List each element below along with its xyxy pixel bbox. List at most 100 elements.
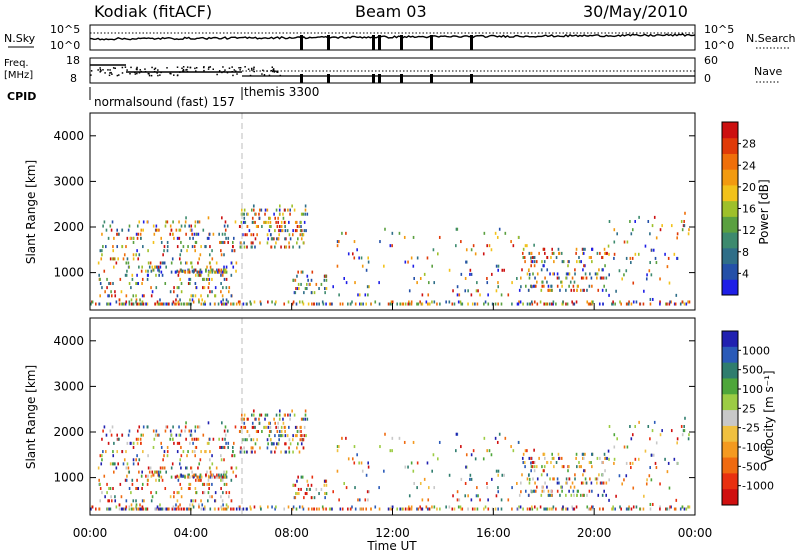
nave-point (182, 66, 185, 68)
power-cell (625, 256, 628, 260)
velocity-cell (332, 490, 335, 494)
velocity-cell (158, 478, 160, 482)
power-cell (162, 302, 165, 306)
velocity-cell (496, 440, 499, 444)
power-cell (328, 302, 331, 306)
power-cell (582, 276, 585, 280)
power-cell (211, 277, 213, 281)
power-cell (98, 273, 100, 277)
power-cell (278, 208, 281, 212)
power-cell (653, 215, 656, 219)
velocity-cell (173, 495, 175, 499)
power-cell (524, 260, 526, 264)
velocity-cell (639, 507, 641, 511)
velocity-cell (173, 441, 175, 445)
velocity-cell (572, 507, 575, 511)
power-cell (578, 256, 580, 260)
power-cell (213, 270, 216, 274)
velocity-cell (582, 481, 585, 485)
power-cell (559, 288, 561, 292)
velocity-cell (520, 490, 522, 494)
power-cell (278, 229, 280, 233)
velocity-cell (253, 505, 256, 509)
power-cell (533, 260, 536, 264)
power-cell (311, 302, 313, 306)
power-cell (146, 302, 149, 306)
power-cell (332, 285, 335, 289)
velocity-cell (353, 445, 356, 449)
power-cell (630, 302, 633, 306)
power-cell (541, 284, 544, 288)
velocity-cell (370, 507, 372, 511)
velocity-cell (273, 442, 275, 446)
velocity-cell (476, 507, 479, 511)
velocity-cell (664, 457, 666, 461)
velocity-cell (546, 507, 548, 511)
velocity-cell (146, 425, 149, 429)
colorbar-frame (721, 330, 739, 506)
power-cell (275, 241, 277, 245)
power-cell (581, 251, 584, 255)
power-cell (553, 260, 555, 264)
power-cell (138, 265, 140, 269)
power-cell (235, 302, 238, 306)
power-cell (261, 225, 263, 229)
power-cell (358, 293, 361, 297)
velocity-cell (122, 507, 124, 511)
power-cell (180, 268, 182, 272)
power-cell (250, 208, 253, 212)
velocity-cell (608, 457, 610, 461)
power-cell (220, 290, 222, 294)
power-cell (274, 229, 276, 233)
velocity-cell (108, 507, 110, 511)
power-cell (495, 289, 498, 293)
x-tick-label: 20:00 (577, 526, 612, 540)
power-cell (131, 273, 134, 277)
velocity-cell (252, 413, 255, 417)
power-cell (588, 256, 591, 260)
power-cell (613, 252, 616, 256)
power-cell (530, 251, 532, 255)
velocity-cell (264, 425, 267, 429)
velocity-cell (185, 437, 187, 441)
power-cell (389, 302, 392, 306)
power-cell (197, 273, 200, 277)
power-cell (322, 302, 325, 306)
nave-point (153, 70, 156, 73)
power-cell (287, 300, 290, 304)
power-cell (153, 232, 156, 236)
velocity-cell (336, 445, 339, 449)
power-cell (549, 272, 551, 276)
power-cell (217, 270, 219, 274)
velocity-cell (419, 481, 422, 485)
power-cell (178, 257, 181, 261)
velocity-cell (569, 485, 572, 489)
power-cell (243, 216, 246, 220)
power-cell (639, 302, 641, 306)
power-cell (116, 245, 119, 249)
power-cell (384, 227, 386, 231)
nave-point (231, 70, 233, 73)
power-cell (192, 270, 195, 274)
power-cell (192, 236, 194, 240)
colorbar-tick-label: -1000 (742, 480, 774, 493)
velocity-cell (338, 498, 340, 502)
power-cell (475, 289, 478, 293)
velocity-cell (198, 478, 201, 482)
power-ylabel: Slant Range [km] (24, 160, 38, 264)
power-cell (325, 287, 328, 291)
power-cell (248, 229, 251, 233)
velocity-cell (683, 507, 686, 511)
velocity-cell (571, 481, 574, 485)
nave-point (276, 71, 279, 73)
velocity-cell (284, 450, 286, 454)
velocity-cell (524, 449, 527, 453)
velocity-cell (605, 493, 608, 497)
power-cell (194, 294, 197, 298)
velocity-cell (257, 430, 259, 434)
velocity-cell (252, 425, 255, 429)
velocity-cell (268, 434, 271, 438)
velocity-cell (456, 432, 459, 436)
velocity-cell (673, 457, 676, 461)
